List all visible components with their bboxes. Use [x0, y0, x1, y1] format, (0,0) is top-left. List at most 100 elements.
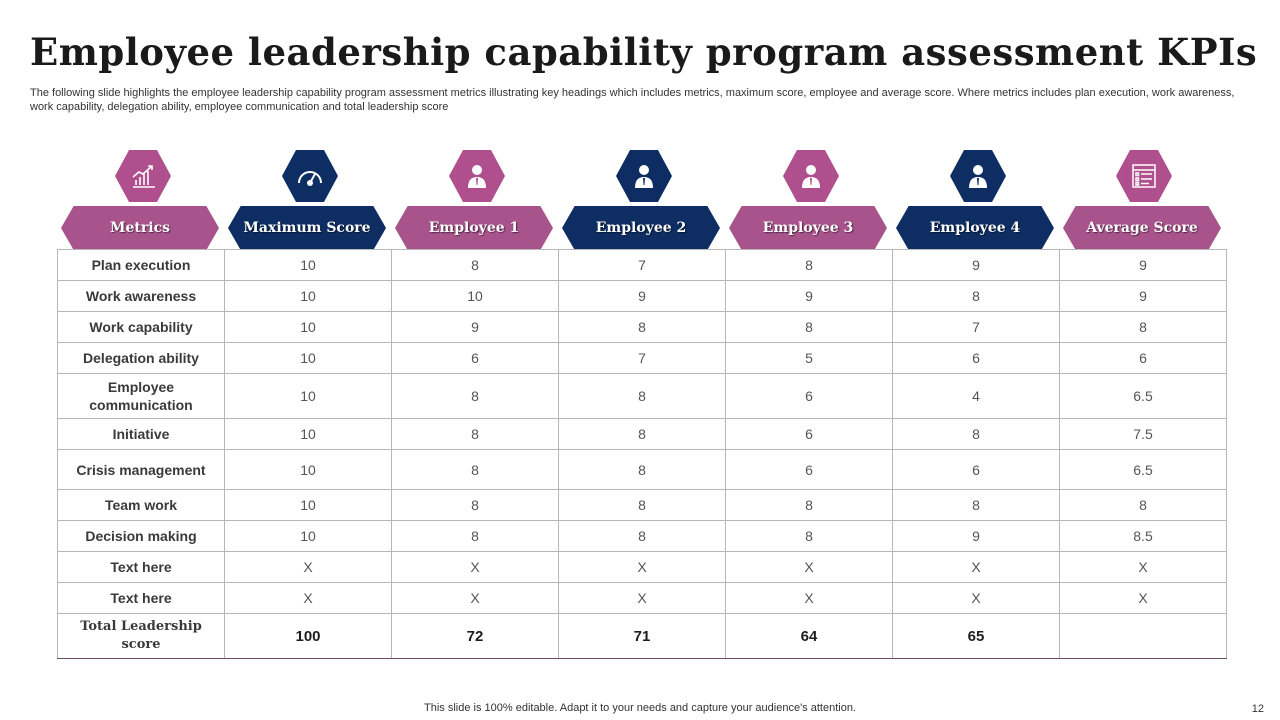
employee-icon — [950, 150, 1006, 202]
table-cell: 8 — [391, 520, 559, 552]
total-value: 71 — [558, 613, 726, 659]
table-cell: X — [1059, 551, 1227, 583]
table-row: Work capability 10 9 8 8 7 8 — [57, 311, 1227, 343]
table-cell: 7 — [558, 342, 726, 374]
table-cell: 10 — [224, 311, 392, 343]
table-cell: 10 — [224, 449, 392, 490]
table-row: Work awareness 10 10 9 9 8 9 — [57, 280, 1227, 312]
chart-growth-icon — [115, 150, 171, 202]
metric-label: Work awareness — [57, 280, 225, 312]
footer-note: This slide is 100% editable. Adapt it to… — [424, 702, 856, 714]
table-cell: 6 — [725, 449, 893, 490]
table-cell: 10 — [224, 249, 392, 281]
table-row: Decision making 10 8 8 8 9 8.5 — [57, 520, 1227, 552]
employee-icon — [449, 150, 505, 202]
header-employee-4: Employee 4 — [896, 206, 1054, 250]
table-cell: 8 — [391, 489, 559, 521]
table-cell: 9 — [1059, 280, 1227, 312]
table-cell: 7.5 — [1059, 418, 1227, 450]
table-cell: 8 — [391, 373, 559, 419]
table-cell: 6 — [1059, 342, 1227, 374]
metric-label: Text here — [57, 582, 225, 614]
gauge-icon — [282, 150, 338, 202]
table-cell: X — [725, 551, 893, 583]
table-cell: 9 — [391, 311, 559, 343]
table-cell: 8 — [391, 449, 559, 490]
table-cell: 8.5 — [1059, 520, 1227, 552]
header-employee-1: Employee 1 — [395, 206, 553, 250]
table-row: Team work 10 8 8 8 8 8 — [57, 489, 1227, 521]
table-cell: 6 — [892, 449, 1060, 490]
table-cell: 8 — [558, 520, 726, 552]
total-label: Total Leadership score — [57, 613, 225, 659]
table-row: Initiative 10 8 8 6 8 7.5 — [57, 418, 1227, 450]
table-cell: 8 — [391, 249, 559, 281]
checklist-icon — [1116, 150, 1172, 202]
table-cell: 6.5 — [1059, 449, 1227, 490]
table-cell: 8 — [558, 489, 726, 521]
employee-icon — [616, 150, 672, 202]
table-cell: 8 — [391, 418, 559, 450]
table-cell: 8 — [725, 311, 893, 343]
metric-label: Decision making — [57, 520, 225, 552]
total-value: 72 — [391, 613, 559, 659]
metric-label: Delegation ability — [57, 342, 225, 374]
table-cell: X — [224, 582, 392, 614]
table-cell: 10 — [224, 418, 392, 450]
metric-label: Plan execution — [57, 249, 225, 281]
total-value: 64 — [725, 613, 893, 659]
kpi-table: Plan execution 10 8 7 8 9 9 Work awarene… — [57, 249, 1227, 659]
table-row: Text here X X X X X X — [57, 551, 1227, 583]
table-cell: 8 — [892, 280, 1060, 312]
table-cell: 8 — [725, 249, 893, 281]
table-cell: 9 — [892, 249, 1060, 281]
header-employee-2: Employee 2 — [562, 206, 720, 250]
table-cell: 5 — [725, 342, 893, 374]
table-row: Text here X X X X X X — [57, 582, 1227, 614]
header-metrics: Metrics — [61, 206, 219, 250]
metric-label: Crisis management — [57, 449, 225, 490]
page-subtitle: The following slide highlights the emplo… — [30, 87, 1235, 113]
table-row: Plan execution 10 8 7 8 9 9 — [57, 249, 1227, 281]
table-cell: 6 — [892, 342, 1060, 374]
table-cell: 8 — [725, 520, 893, 552]
page-number: 12 — [1251, 703, 1264, 715]
table-cell: 10 — [224, 342, 392, 374]
table-row: Delegation ability 10 6 7 5 6 6 — [57, 342, 1227, 374]
table-cell: 8 — [892, 418, 1060, 450]
table-cell: 10 — [224, 373, 392, 419]
total-value — [1059, 613, 1227, 659]
table-cell: 10 — [391, 280, 559, 312]
metric-label: Team work — [57, 489, 225, 521]
table-cell: 8 — [558, 449, 726, 490]
header-average-score: Average Score — [1063, 206, 1221, 250]
table-cell: X — [558, 582, 726, 614]
total-row: Total Leadership score 100 72 71 64 65 — [57, 613, 1227, 659]
total-value: 100 — [224, 613, 392, 659]
table-cell: X — [725, 582, 893, 614]
table-cell: 6 — [725, 373, 893, 419]
employee-icon — [783, 150, 839, 202]
table-cell: 8 — [1059, 311, 1227, 343]
table-cell: X — [391, 582, 559, 614]
table-cell: 8 — [1059, 489, 1227, 521]
table-cell: 4 — [892, 373, 1060, 419]
table-cell: 8 — [558, 311, 726, 343]
table-cell: X — [558, 551, 726, 583]
header-maximum-score: Maximum Score — [228, 206, 386, 250]
table-cell: 10 — [224, 520, 392, 552]
table-row: Employee communication 10 8 8 6 4 6.5 — [57, 373, 1227, 419]
table-cell: X — [224, 551, 392, 583]
table-cell: 8 — [558, 418, 726, 450]
table-cell: 9 — [1059, 249, 1227, 281]
table-cell: X — [892, 551, 1060, 583]
table-row: Crisis management 10 8 8 6 6 6.5 — [57, 449, 1227, 490]
page-title: Employee leadership capability program a… — [30, 30, 1258, 74]
metric-label: Text here — [57, 551, 225, 583]
table-cell: 6 — [725, 418, 893, 450]
table-cell: 9 — [725, 280, 893, 312]
table-cell: 8 — [558, 373, 726, 419]
metric-label: Work capability — [57, 311, 225, 343]
metric-label: Employee communication — [57, 373, 225, 419]
table-cell: 10 — [224, 489, 392, 521]
